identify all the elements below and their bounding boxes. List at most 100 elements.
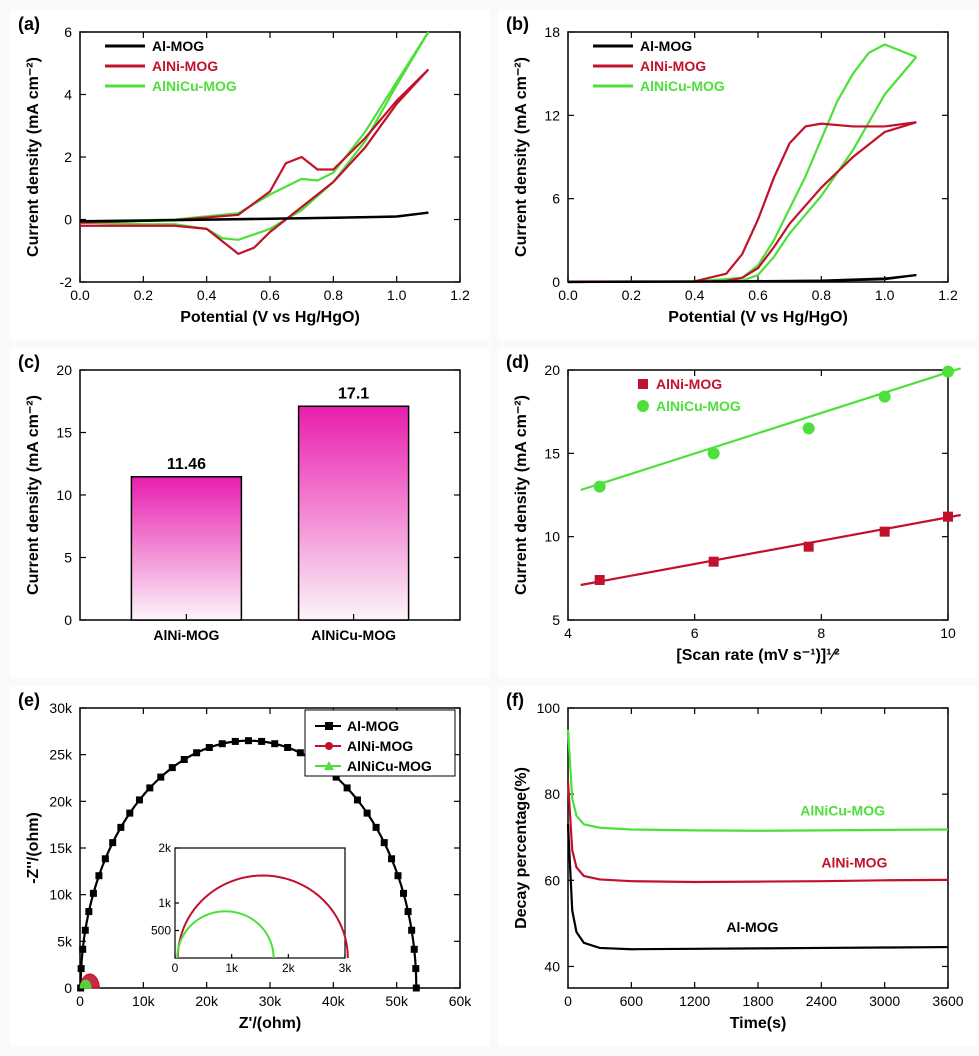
svg-text:60: 60 xyxy=(544,872,560,888)
svg-text:100: 100 xyxy=(537,700,561,716)
svg-text:Al-MOG: Al-MOG xyxy=(152,38,204,54)
svg-text:12: 12 xyxy=(544,107,560,123)
svg-text:20: 20 xyxy=(544,362,560,378)
panel-a: 0.00.20.40.60.81.01.2-20246Potential (V … xyxy=(10,10,490,340)
svg-text:20k: 20k xyxy=(49,793,73,809)
svg-text:15: 15 xyxy=(56,425,72,441)
svg-text:5: 5 xyxy=(552,612,560,628)
svg-text:0.6: 0.6 xyxy=(748,287,768,303)
svg-text:60k: 60k xyxy=(449,993,473,1009)
svg-text:1200: 1200 xyxy=(679,993,710,1009)
svg-text:AlNiCu-MOG: AlNiCu-MOG xyxy=(640,78,725,94)
svg-text:0: 0 xyxy=(564,993,572,1009)
svg-text:5k: 5k xyxy=(57,933,73,949)
svg-text:0: 0 xyxy=(64,612,72,628)
svg-text:1k: 1k xyxy=(158,896,172,910)
svg-text:4: 4 xyxy=(564,625,572,641)
svg-text:[Scan rate (mV s⁻¹)]¹⁄²: [Scan rate (mV s⁻¹)]¹⁄² xyxy=(676,647,839,664)
svg-text:(d): (d) xyxy=(506,352,529,372)
svg-text:0.4: 0.4 xyxy=(685,287,705,303)
svg-text:AlNi-MOG: AlNi-MOG xyxy=(640,58,706,74)
svg-text:8: 8 xyxy=(817,625,825,641)
svg-text:11.46: 11.46 xyxy=(167,456,206,473)
svg-text:0: 0 xyxy=(64,980,72,996)
svg-text:80: 80 xyxy=(544,786,560,802)
svg-text:(a): (a) xyxy=(18,14,40,34)
svg-text:10k: 10k xyxy=(132,993,156,1009)
svg-text:Al-MOG: Al-MOG xyxy=(347,718,399,734)
svg-text:Al-MOG: Al-MOG xyxy=(640,38,692,54)
svg-text:0: 0 xyxy=(172,961,179,975)
svg-text:25k: 25k xyxy=(49,747,73,763)
figure-grid: 0.0 0.2 0.4 0.6 0.8 1.0 1.2 -2 0 2 4 6 Potential (V … xyxy=(10,10,969,1046)
svg-text:AlNi-MOG: AlNi-MOG xyxy=(152,58,218,74)
svg-text:3000: 3000 xyxy=(869,993,900,1009)
svg-text:17.1: 17.1 xyxy=(338,385,369,402)
svg-text:0.2: 0.2 xyxy=(134,287,154,303)
svg-text:AlNiCu-MOG: AlNiCu-MOG xyxy=(152,78,237,94)
svg-text:AlNi-MOG: AlNi-MOG xyxy=(153,627,219,643)
svg-text:0: 0 xyxy=(552,274,560,290)
svg-text:18: 18 xyxy=(544,24,560,40)
svg-text:0: 0 xyxy=(76,993,84,1009)
svg-text:40k: 40k xyxy=(322,993,346,1009)
svg-text:1k: 1k xyxy=(225,961,239,975)
svg-text:1.2: 1.2 xyxy=(938,287,958,303)
svg-text:AlNiCu-MOG: AlNiCu-MOG xyxy=(800,803,885,819)
svg-text:10: 10 xyxy=(940,625,956,641)
svg-text:1.0: 1.0 xyxy=(387,287,407,303)
svg-text:10: 10 xyxy=(56,487,72,503)
svg-text:Current density (mA cm⁻²): Current density (mA cm⁻²) xyxy=(513,57,530,257)
svg-text:6: 6 xyxy=(691,625,699,641)
svg-text:20: 20 xyxy=(56,362,72,378)
svg-text:15: 15 xyxy=(544,445,560,461)
svg-text:30k: 30k xyxy=(49,700,73,716)
svg-text:50k: 50k xyxy=(385,993,409,1009)
svg-text:0.2: 0.2 xyxy=(622,287,642,303)
svg-text:AlNiCu-MOG: AlNiCu-MOG xyxy=(347,758,432,774)
svg-text:Decay percentage(%): Decay percentage(%) xyxy=(513,767,530,929)
svg-text:15k: 15k xyxy=(49,840,73,856)
svg-text:2k: 2k xyxy=(282,961,296,975)
svg-text:(f): (f) xyxy=(506,690,524,710)
svg-text:0.8: 0.8 xyxy=(812,287,832,303)
svg-text:10k: 10k xyxy=(49,887,73,903)
svg-text:Time(s): Time(s) xyxy=(730,1015,787,1032)
svg-text:AlNi-MOG: AlNi-MOG xyxy=(656,376,722,392)
svg-text:AlNiCu-MOG: AlNiCu-MOG xyxy=(311,627,396,643)
svg-text:Potential (V vs Hg/HgO): Potential (V vs Hg/HgO) xyxy=(180,309,360,326)
svg-text:2k: 2k xyxy=(158,841,172,855)
svg-text:0.0: 0.0 xyxy=(70,287,90,303)
svg-text:30k: 30k xyxy=(259,993,283,1009)
panel-d: 4 6 8 10 5 10 15 20 [Scan rate (mV s⁻¹)]¹⁄² Curre… xyxy=(498,348,978,678)
svg-text:5: 5 xyxy=(64,550,72,566)
svg-text:2: 2 xyxy=(64,149,72,165)
svg-text:0.0: 0.0 xyxy=(558,287,578,303)
svg-text:500: 500 xyxy=(151,924,171,938)
svg-text:3k: 3k xyxy=(339,961,353,975)
panel-c: 05101520Current density (mA cm⁻²)(c)11.4… xyxy=(10,348,490,678)
svg-text:3600: 3600 xyxy=(932,993,963,1009)
svg-text:1.2: 1.2 xyxy=(450,287,470,303)
svg-text:AlNi-MOG: AlNi-MOG xyxy=(821,854,887,870)
panel-f: 060012001800240030003600406080100Time(s)… xyxy=(498,686,978,1046)
svg-text:2400: 2400 xyxy=(806,993,837,1009)
panel-e: 0 10k 20k 30k 40k 50k 60k 0 5k 10k 15k 20k 25k 30k Z'/… xyxy=(10,686,490,1046)
svg-text:Current density (mA cm⁻²): Current density (mA cm⁻²) xyxy=(513,395,530,595)
svg-text:20k: 20k xyxy=(195,993,219,1009)
svg-text:10: 10 xyxy=(544,529,560,545)
svg-text:Al-MOG: Al-MOG xyxy=(726,919,778,935)
svg-text:1.0: 1.0 xyxy=(875,287,895,303)
svg-text:0.8: 0.8 xyxy=(324,287,344,303)
svg-text:Potential (V vs Hg/HgO): Potential (V vs Hg/HgO) xyxy=(668,309,848,326)
svg-text:4: 4 xyxy=(64,87,72,103)
svg-text:(b): (b) xyxy=(506,14,529,34)
svg-text:(e): (e) xyxy=(18,690,40,710)
svg-text:-2: -2 xyxy=(60,274,73,290)
svg-text:0.4: 0.4 xyxy=(197,287,217,303)
svg-text:6: 6 xyxy=(552,191,560,207)
svg-text:0: 0 xyxy=(64,212,72,228)
svg-text:Z'/(ohm): Z'/(ohm) xyxy=(239,1015,301,1032)
svg-text:1800: 1800 xyxy=(742,993,773,1009)
svg-text:AlNiCu-MOG: AlNiCu-MOG xyxy=(656,398,741,414)
